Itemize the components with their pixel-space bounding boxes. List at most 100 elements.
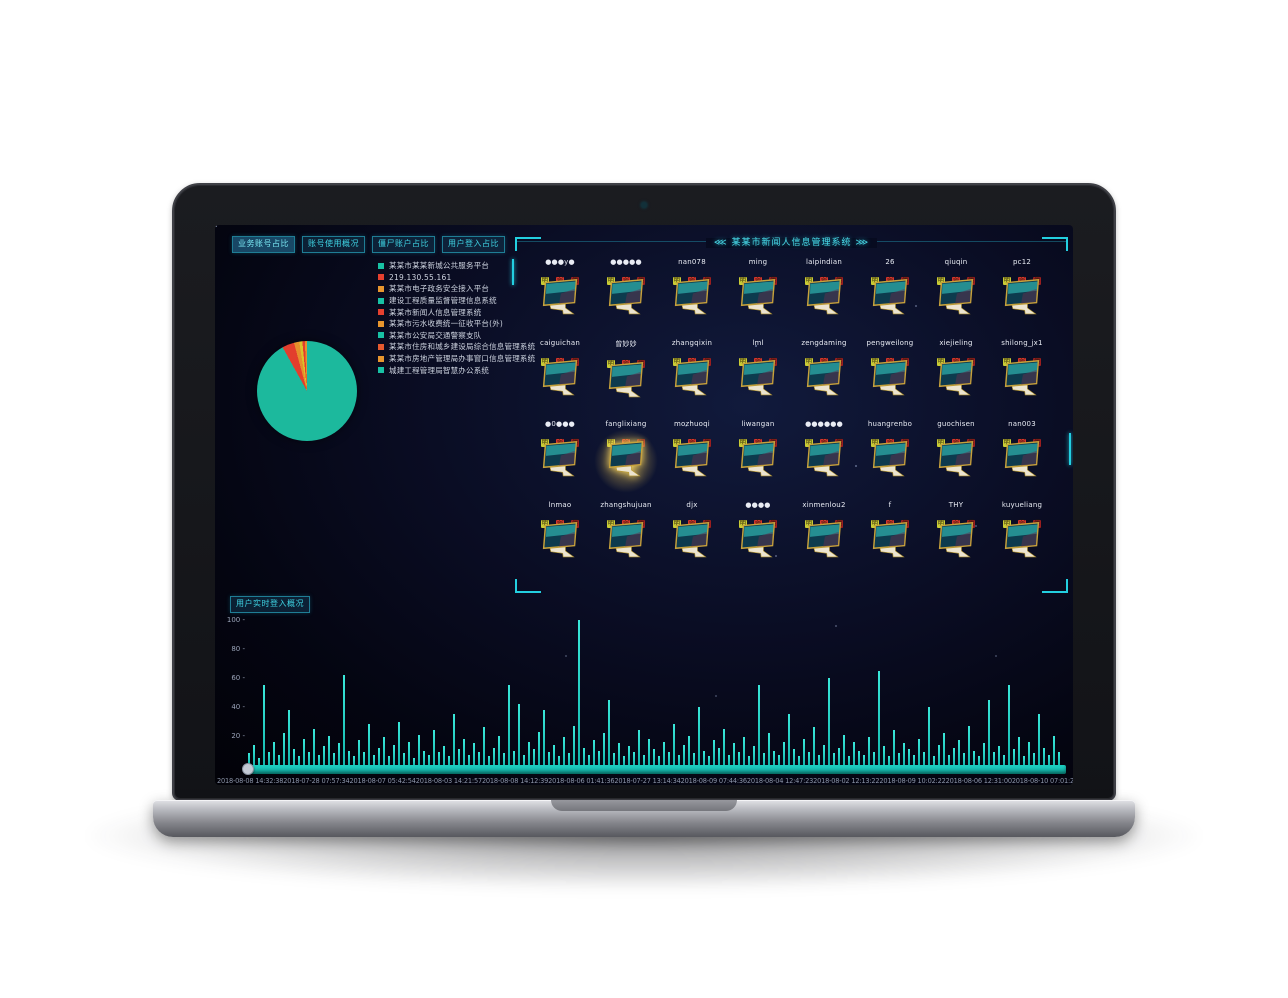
user-cell[interactable]: mozhuoqi 明 弱 僵 xyxy=(659,420,725,501)
legend-item[interactable]: 219.130.55.161 xyxy=(378,272,535,284)
monitor-wrap xyxy=(593,521,659,563)
bar xyxy=(658,756,660,765)
monitor-icon[interactable] xyxy=(936,440,976,480)
legend-item[interactable]: 某某市新闻人信息管理系统 xyxy=(378,306,535,318)
user-cell[interactable]: zhangqixin 明 弱 僵 xyxy=(659,339,725,420)
user-cell[interactable]: djx 明 弱 僵 xyxy=(659,501,725,582)
monitor-icon[interactable] xyxy=(804,440,844,480)
bar xyxy=(373,754,375,765)
user-cell[interactable]: ●●●● 明 弱 僵 xyxy=(725,501,791,582)
user-cell[interactable]: xiejieling 明 弱 僵 xyxy=(923,339,989,420)
user-cell[interactable]: ming 明 弱 僵 xyxy=(725,258,791,339)
user-cell[interactable]: nan078 明 弱 僵 xyxy=(659,258,725,339)
tab[interactable]: 业务账号占比 xyxy=(232,236,295,253)
monitor-icon[interactable] xyxy=(606,361,646,401)
user-cell[interactable]: caiguichan 明 弱 僵 xyxy=(527,339,593,420)
bar xyxy=(308,751,310,765)
monitor-icon[interactable] xyxy=(606,278,646,318)
monitor-icon[interactable] xyxy=(738,359,778,399)
monitor-icon[interactable] xyxy=(672,521,712,561)
monitor-icon[interactable] xyxy=(738,440,778,480)
monitor-icon[interactable] xyxy=(936,521,976,561)
monitor-icon[interactable] xyxy=(936,359,976,399)
bar xyxy=(578,620,580,765)
user-cell[interactable]: pc12 明 弱 僵 xyxy=(989,258,1055,339)
user-cell[interactable]: qiuqin 明 弱 僵 xyxy=(923,258,989,339)
monitor-icon[interactable] xyxy=(804,521,844,561)
monitor-icon[interactable] xyxy=(540,359,580,399)
monitor-icon[interactable] xyxy=(606,440,646,480)
tab[interactable]: 用户登入占比 xyxy=(442,236,505,253)
legend-item[interactable]: 某某市公安局交通警察支队 xyxy=(378,330,535,342)
monitor-icon[interactable] xyxy=(804,359,844,399)
user-cell[interactable]: fanglixiang 明 弱 僵 xyxy=(593,420,659,501)
datazoom-slider[interactable] xyxy=(242,763,1066,775)
user-cell[interactable]: zhangshujuan 明 弱 僵 xyxy=(593,501,659,582)
legend-color-swatch xyxy=(378,320,384,327)
user-cell[interactable]: lml 明 弱 僵 xyxy=(725,339,791,420)
monitor-icon[interactable] xyxy=(870,359,910,399)
tab[interactable]: 僵尸账户占比 xyxy=(372,236,435,253)
x-axis-label: 2018-07-27 13:14:34 xyxy=(614,777,681,785)
tab[interactable]: 账号使用概况 xyxy=(302,236,365,253)
webcam-icon xyxy=(641,202,647,208)
user-cell[interactable]: liwangan 明 弱 僵 xyxy=(725,420,791,501)
datazoom-handle[interactable] xyxy=(242,763,254,775)
bar xyxy=(283,733,285,765)
user-cell[interactable]: kuyueliang 明 弱 僵 xyxy=(989,501,1055,582)
legend-item[interactable]: 某某市污水收费统一征收平台(外) xyxy=(378,318,535,330)
status-badge-plaintext: 明 xyxy=(936,358,945,366)
user-cell[interactable]: ●●●●●● 明 弱 僵 xyxy=(791,420,857,501)
monitor-icon[interactable] xyxy=(540,278,580,318)
monitor-icon[interactable] xyxy=(1002,521,1042,561)
user-cell[interactable]: huangrenbo 明 弱 僵 xyxy=(857,420,923,501)
legend-item[interactable]: 某某市房地产管理局办事窗口信息管理系统 xyxy=(378,353,535,365)
legend-item[interactable]: 某某市电子政务安全接入平台 xyxy=(378,283,535,295)
monitor-icon[interactable] xyxy=(672,440,712,480)
monitor-icon[interactable] xyxy=(540,440,580,480)
user-cell[interactable]: THY 明 弱 僵 xyxy=(923,501,989,582)
user-cell[interactable]: xinmenlou2 明 弱 僵 xyxy=(791,501,857,582)
user-cell[interactable]: pengweilong 明 弱 僵 xyxy=(857,339,923,420)
legend-item[interactable]: 某某市住房和城乡建设局综合信息管理系统 xyxy=(378,341,535,353)
monitor-icon[interactable] xyxy=(1002,278,1042,318)
monitor-icon[interactable] xyxy=(1002,359,1042,399)
user-cell[interactable]: laipindian 明 弱 僵 xyxy=(791,258,857,339)
monitor-icon[interactable] xyxy=(1002,440,1042,480)
monitor-icon[interactable] xyxy=(672,278,712,318)
user-cell[interactable]: ●●●y● 明 弱 僵 xyxy=(527,258,593,339)
legend-item[interactable]: 建设工程质量监督管理信息系统 xyxy=(378,295,535,307)
star-dots xyxy=(215,225,217,227)
user-cell[interactable]: nan003 明 弱 僵 xyxy=(989,420,1055,501)
bar xyxy=(703,750,705,765)
user-cell[interactable]: lnmao 明 弱 僵 xyxy=(527,501,593,582)
user-cell[interactable]: ●0●●● 明 弱 僵 xyxy=(527,420,593,501)
monitor-icon[interactable] xyxy=(672,359,712,399)
monitor-icon[interactable] xyxy=(804,278,844,318)
x-axis-label: 2018-08-09 10:02:22 xyxy=(879,777,946,785)
monitor-icon[interactable] xyxy=(606,521,646,561)
bar xyxy=(543,709,545,765)
monitor-icon[interactable] xyxy=(738,521,778,561)
monitor-icon[interactable] xyxy=(870,521,910,561)
monitor-icon[interactable] xyxy=(870,278,910,318)
legend-item[interactable]: 城建工程管理局智慧办公系统 xyxy=(378,364,535,376)
monitor-icon[interactable] xyxy=(540,521,580,561)
user-cell[interactable]: ●●●●● 明 弱 僵 xyxy=(593,258,659,339)
user-cell[interactable]: guochisen 明 弱 僵 xyxy=(923,420,989,501)
monitor-icon[interactable] xyxy=(870,440,910,480)
account-pie-chart[interactable] xyxy=(257,341,357,441)
bar xyxy=(383,737,385,765)
user-cell[interactable]: zengdaming 明 弱 僵 xyxy=(791,339,857,420)
status-badge-plaintext: 明 xyxy=(804,439,813,447)
user-cell[interactable]: 曾妙妙 明 弱 僵 xyxy=(593,339,659,420)
user-cell[interactable]: f 明 弱 僵 xyxy=(857,501,923,582)
monitor-icon[interactable] xyxy=(936,278,976,318)
user-cell[interactable]: shilong_jx1 明 弱 僵 xyxy=(989,339,1055,420)
tab-bar: 业务账号占比 账号使用概况 僵尸账户占比 用户登入占比 xyxy=(232,236,505,253)
monitor-icon[interactable] xyxy=(738,278,778,318)
bar xyxy=(813,727,815,765)
legend-item[interactable]: 某某市某某新城公共服务平台 xyxy=(378,260,535,272)
bar xyxy=(343,675,345,765)
user-cell[interactable]: 26 明 弱 僵 xyxy=(857,258,923,339)
